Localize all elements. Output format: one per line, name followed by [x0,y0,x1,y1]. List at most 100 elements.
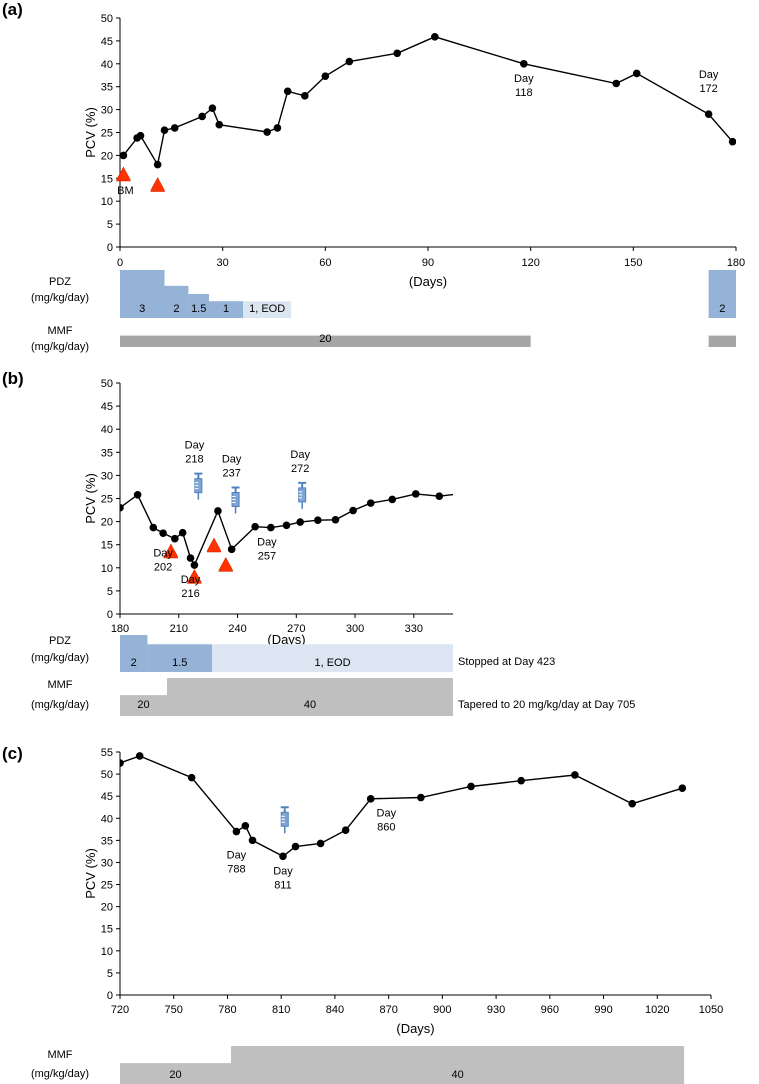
data-point [678,784,687,793]
dose-block [120,635,148,672]
data-point [321,72,330,80]
y-tick-label: 50 [101,13,113,25]
data-point [190,561,199,569]
syringe-plunger-rod [283,808,286,813]
annotation-day: Day [222,454,242,466]
data-point [215,120,224,129]
dose-value: 20 [319,333,331,345]
dose-value: 2 [173,303,179,315]
data-point [186,554,195,562]
x-tick-label: 30 [217,257,229,269]
dose-value: 1 [223,303,229,315]
series-line [120,493,453,567]
y-axis-label: PCV (%) [83,107,98,158]
dose-block [167,678,453,716]
data-point [160,126,169,135]
data-point [467,782,475,791]
data-point [393,49,402,58]
x-tick-label: 960 [541,1004,559,1016]
y-tick-label: 15 [101,540,113,552]
data-point [267,523,275,532]
dose-note: Stopped at Day 423 [458,656,555,668]
bone-marrow-marker-icon [116,166,131,182]
y-tick-label: 20 [101,902,113,914]
y-tick-label: 35 [101,447,113,459]
y-tick-label: 10 [101,946,113,958]
bone-marrow-marker-icon [218,556,234,572]
data-point [341,826,350,835]
data-point [120,503,124,512]
marker-label: BM [117,185,134,197]
dose-row-unit: (mg/kg/day) [31,1068,89,1080]
data-point [417,793,425,802]
annotation-day: Day [377,808,397,820]
y-tick-label: 5 [107,968,113,980]
panel-label: (a) [2,0,23,19]
x-tick-label: 180 [111,623,129,635]
dose-row-label: MMF [47,1049,72,1061]
data-point [263,128,271,136]
data-point [291,842,300,851]
annotation-value: 860 [377,822,395,834]
y-tick-label: 25 [101,494,113,506]
annotation-day: Day [699,69,719,81]
y-axis-label: PCV (%) [83,473,98,524]
x-tick-label: 330 [405,623,423,635]
dose-block [120,335,531,347]
dose-block [120,1063,232,1084]
data-point [178,528,187,537]
y-tick-label: 45 [101,791,113,803]
data-point [301,92,309,100]
y-tick-label: 20 [101,517,113,529]
y-tick-label: 25 [101,128,113,140]
dose-value: 2 [131,657,137,669]
annotation-day: Day [290,449,310,461]
data-point [208,104,217,113]
y-tick-label: 5 [107,219,113,231]
data-point [628,799,636,808]
dose-value: 40 [451,1069,463,1081]
dose-row-label: PDZ [49,635,71,647]
annotation-value: 257 [258,551,276,563]
bone-marrow-marker-icon [206,537,222,553]
y-tick-label: 50 [101,769,113,781]
syringe-plunger-top [280,806,289,809]
x-tick-label: 150 [624,257,642,269]
data-point [632,69,641,78]
data-point [120,151,128,160]
x-tick-label: 870 [379,1004,397,1016]
syringe-icon [298,481,307,509]
dose-block [120,695,168,716]
x-axis-label: (Days) [396,1021,434,1036]
data-point [728,137,736,146]
dose-value: 2 [719,303,725,315]
data-point [520,60,528,68]
data-point [612,79,621,88]
annotation-value: 202 [154,562,172,574]
dose-block [188,294,209,318]
data-point [248,836,257,845]
data-point [279,852,287,861]
plot-area [120,32,736,169]
bone-marrow-marker-icon [150,176,165,192]
data-point [153,160,162,169]
y-tick-label: 35 [101,835,113,847]
syringe-plunger-top [194,472,203,475]
y-tick-label: 30 [101,470,113,482]
y-tick-label: 50 [101,378,113,390]
y-tick-label: 30 [101,857,113,869]
dose-value: 20 [137,699,149,711]
series-line [120,755,683,858]
dose-row-unit: (mg/kg/day) [31,699,89,711]
syringe-plunger-rod [197,474,200,479]
bone-marrow-marker-icon [187,568,202,584]
dose-row-label: PDZ [49,276,71,288]
x-tick-label: 1020 [645,1004,669,1016]
y-tick-label: 0 [107,242,113,254]
data-point [704,110,713,118]
annotation-day: Day [514,73,534,85]
panel-label: (b) [2,369,24,388]
annotation-day: Day [181,574,201,586]
dose-row-label: MMF [47,325,72,337]
